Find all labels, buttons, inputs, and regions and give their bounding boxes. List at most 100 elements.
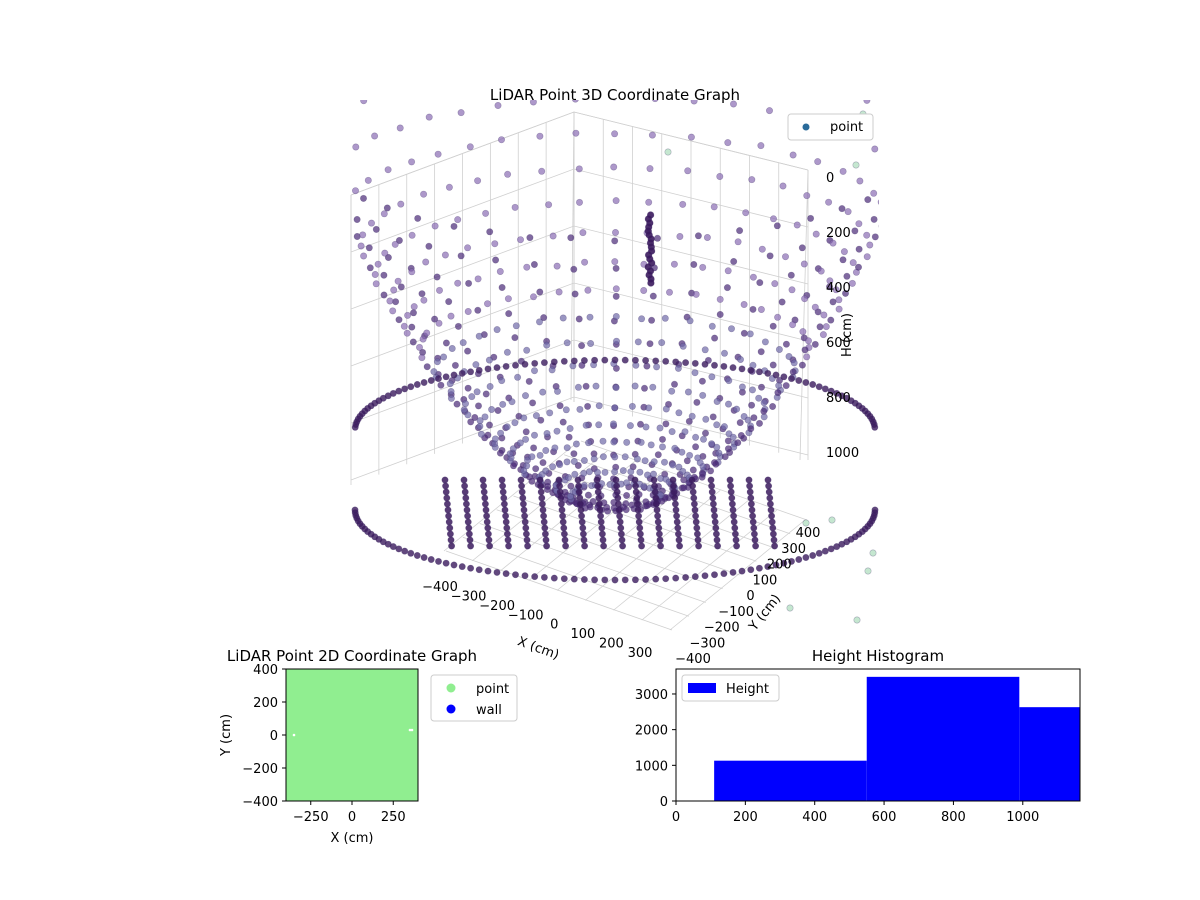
chart-3d-point (475, 366, 483, 374)
chart-3d-point (678, 448, 686, 456)
chart-3d-floor-gridline (479, 523, 706, 603)
chart-3d-point (716, 310, 724, 318)
chart-3d-point (594, 482, 602, 490)
chart-3d-point (563, 444, 571, 452)
chart-hist-bars (714, 676, 1080, 801)
chart-3d-point (613, 482, 621, 490)
chart-3d-point (394, 277, 402, 285)
chart-3d-point (599, 453, 607, 461)
chart-3d-point (484, 524, 492, 532)
chart-3d-point (360, 252, 368, 260)
chart-3d-point (340, 110, 346, 116)
chart-3d-point (764, 563, 772, 571)
chart-3d-point (313, 145, 319, 151)
chart-3d-point (494, 102, 502, 110)
chart-3d-z-ticks: 0 200 400 600 800 1000 (826, 171, 859, 461)
chart-3d-point (738, 567, 746, 575)
chart-3d-point (391, 240, 399, 248)
chart-3d-point (384, 254, 392, 262)
chart-3d-point (575, 198, 583, 206)
chart-3d-point (324, 122, 330, 128)
chart-3d-point (641, 457, 649, 465)
chart-3d-pane-edge (799, 169, 809, 461)
chart-3d-z-tick-label: 200 (826, 226, 851, 241)
chart-3d-point (808, 78, 814, 84)
chart-3d-point (757, 383, 765, 391)
chart-3d-point (645, 198, 653, 206)
chart-3d-point (571, 290, 579, 298)
chart-3d-point (900, 173, 906, 179)
chart-3d-point (708, 373, 716, 381)
chart-3d-point (780, 559, 788, 567)
chart-3d-point (699, 463, 707, 471)
chart-3d-point (682, 359, 690, 367)
chart-3d-point (871, 145, 879, 153)
chart-3d-point (802, 378, 810, 386)
chart-3d-point (498, 283, 506, 291)
chart-3d-point (575, 165, 583, 173)
chart-hist-legend-box (681, 674, 780, 702)
chart-3d-point (576, 500, 584, 508)
chart-3d-point (392, 298, 400, 306)
chart-3d-point (611, 453, 619, 461)
chart-3d-floor-gridline (669, 519, 806, 631)
chart-3d-point (580, 536, 588, 544)
chart-3d-point (713, 443, 721, 451)
chart-3d-point (389, 307, 397, 315)
chart-hist: Height Histogram 0 200 400 600 800 1000 0 1000 2… (635, 647, 1081, 825)
chart-3d-point (504, 170, 512, 178)
chart-3d-point (750, 414, 758, 422)
chart-3d-point (731, 524, 739, 532)
chart-3d-point (612, 197, 620, 205)
chart-3d-point (843, 272, 851, 280)
chart-3d-point (443, 494, 451, 502)
chart-3d-point (454, 216, 462, 224)
chart-3d-point (825, 198, 833, 206)
chart-3d-point (626, 422, 634, 430)
chart-3d-point (787, 375, 795, 383)
chart-3d-point (729, 506, 737, 514)
chart-3d-point (756, 279, 764, 287)
chart-3d-point (665, 288, 673, 296)
chart-3d-point (316, 134, 322, 140)
chart-3d-point (338, 184, 344, 190)
chart-3d-point (530, 260, 538, 268)
chart-3d-point (352, 143, 360, 151)
chart-3d-point (371, 132, 379, 140)
chart-3d-point (652, 575, 660, 583)
chart-3d-point (560, 530, 568, 538)
chart-3d-point (472, 361, 480, 369)
chart-3d-point (841, 289, 849, 297)
chart-3d-y-tick-label: 200 (767, 558, 792, 573)
chart-3d-point (467, 368, 475, 376)
chart-3d-point (579, 229, 587, 237)
chart-3d-z-axis-label: H (cm) (840, 313, 855, 357)
chart-3d-point (556, 488, 564, 496)
chart-3d-point (557, 500, 565, 508)
chart-3d-point (750, 530, 758, 538)
chart-3d-x-tick-label: −100 (508, 608, 544, 623)
chart-3d-point (344, 200, 350, 206)
chart-3d-point (809, 380, 817, 388)
chart-3d-point (821, 385, 829, 393)
chart-3d-point (461, 488, 469, 496)
chart-3d-point (390, 286, 398, 294)
chart-3d-point (374, 260, 382, 268)
chart-3d-point (450, 371, 458, 379)
chart-3d-point (521, 392, 529, 400)
chart-3d-point (758, 245, 766, 253)
chart-3d-point (689, 482, 697, 490)
chart-3d-point (699, 435, 707, 443)
chart-3d-point (616, 518, 624, 526)
chart-3d-point (711, 334, 719, 342)
chart-3d-point (483, 300, 491, 308)
chart-3d-point (728, 494, 736, 502)
chart-3d-point (395, 316, 403, 324)
chart-3d-point (884, 156, 890, 162)
chart-2d-y-axis-label: Y (cm) (219, 714, 234, 757)
chart-3d-point (408, 158, 416, 166)
chart-3d-point (581, 542, 589, 550)
chart-3d-point (503, 348, 511, 356)
chart-3d-point (546, 409, 554, 417)
chart-3d-point (413, 551, 421, 559)
